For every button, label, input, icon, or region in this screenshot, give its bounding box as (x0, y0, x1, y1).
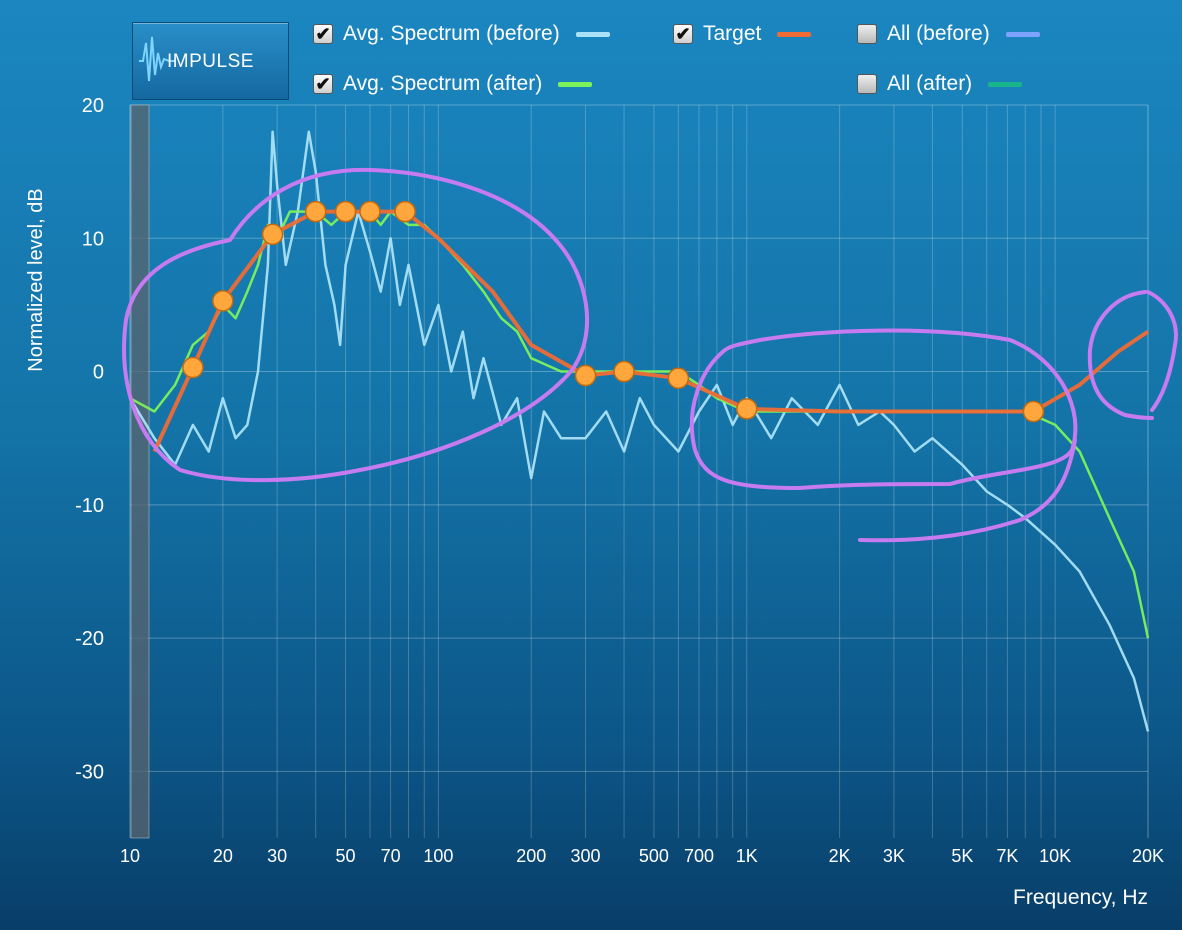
y-tick-label: -10 (75, 495, 104, 517)
x-tick-label: 1K (736, 846, 758, 866)
target-marker (667, 367, 690, 389)
legend-avg-before[interactable]: ✔ Avg. Spectrum (before) (313, 20, 610, 48)
checkbox-target[interactable]: ✔ (673, 24, 693, 44)
legend-avg-after[interactable]: ✔ Avg. Spectrum (after) (313, 70, 593, 98)
target-marker (574, 364, 597, 387)
waveform-icon (139, 36, 175, 82)
legend-all-after[interactable]: All (after) (857, 70, 1023, 98)
y-axis-label: Normalized level, dB (25, 188, 47, 371)
annotation-loop-treble (1087, 290, 1178, 420)
annotation-loop-mid (689, 328, 1078, 490)
x-tick-label: 10 (120, 846, 140, 866)
x-tick-label: 100 (423, 846, 453, 866)
x-tick-label: 300 (571, 846, 601, 866)
annotation-loop-bass (122, 167, 590, 483)
x-tick-label: 700 (684, 846, 714, 866)
x-tick-label: 5K (951, 846, 973, 866)
x-tick-label: 7K (996, 846, 1018, 866)
target-marker (359, 200, 381, 223)
target-marker (736, 398, 758, 420)
x-tick-label: 30 (267, 846, 287, 866)
x-tick-label: 70 (381, 846, 401, 866)
checkbox-all-before[interactable] (857, 24, 877, 44)
x-tick-label: 3K (883, 846, 905, 866)
target-marker (182, 356, 204, 379)
x-tick-label: 500 (639, 846, 669, 866)
target-marker (334, 200, 357, 223)
x-tick-label: 20 (213, 846, 233, 866)
checkbox-avg-after[interactable]: ✔ (313, 74, 333, 94)
swatch-all-after (988, 81, 1023, 87)
target-marker (613, 360, 635, 383)
checkbox-all-after[interactable] (857, 74, 877, 94)
y-tick-label: -30 (75, 761, 104, 783)
x-tick-label: 200 (516, 846, 546, 866)
y-tick-label: 20 (82, 95, 104, 117)
target-marker (1022, 400, 1045, 423)
series-line-1 (129, 210, 1150, 639)
legend-all-before[interactable]: All (before) (857, 20, 1040, 48)
legend-label-all-before: All (before) (887, 22, 990, 45)
target-marker (304, 200, 327, 223)
swatch-avg-after (558, 81, 593, 87)
legend-label-avg-before: Avg. Spectrum (before) (343, 22, 560, 45)
legend-label-target: Target (703, 22, 762, 45)
swatch-all-before (1005, 31, 1040, 37)
swatch-avg-before (575, 31, 610, 37)
swatch-target (777, 31, 812, 37)
legend-target[interactable]: ✔ Target (673, 20, 812, 48)
y-tick-label: 10 (82, 228, 104, 250)
legend-label-avg-after: Avg. Spectrum (after) (343, 72, 543, 95)
legend-toolbar: IMPULSE ✔ Avg. Spectrum (before) ✔ Targe… (0, 0, 1182, 105)
series-line-0 (128, 130, 1150, 732)
lowcut-band (130, 104, 150, 839)
target-marker (394, 200, 416, 223)
x-tick-label: 20K (1132, 846, 1164, 866)
legend-label-all-after: All (after) (887, 72, 973, 95)
y-tick-label: -20 (75, 628, 104, 650)
x-tick-label: 10K (1039, 846, 1071, 866)
y-tick-label: 0 (93, 362, 104, 384)
checkbox-avg-before[interactable]: ✔ (313, 24, 333, 44)
impulse-button[interactable]: IMPULSE (132, 22, 289, 100)
series-line-2 (152, 209, 1150, 453)
target-marker (261, 223, 284, 246)
annotation-stroke-mid (858, 438, 1077, 543)
x-tick-label: 2K (829, 846, 851, 866)
x-axis-label: Frequency, Hz (1013, 886, 1148, 909)
x-tick-label: 50 (336, 846, 356, 866)
target-marker (212, 290, 234, 312)
impulse-label: IMPULSE (167, 51, 254, 72)
